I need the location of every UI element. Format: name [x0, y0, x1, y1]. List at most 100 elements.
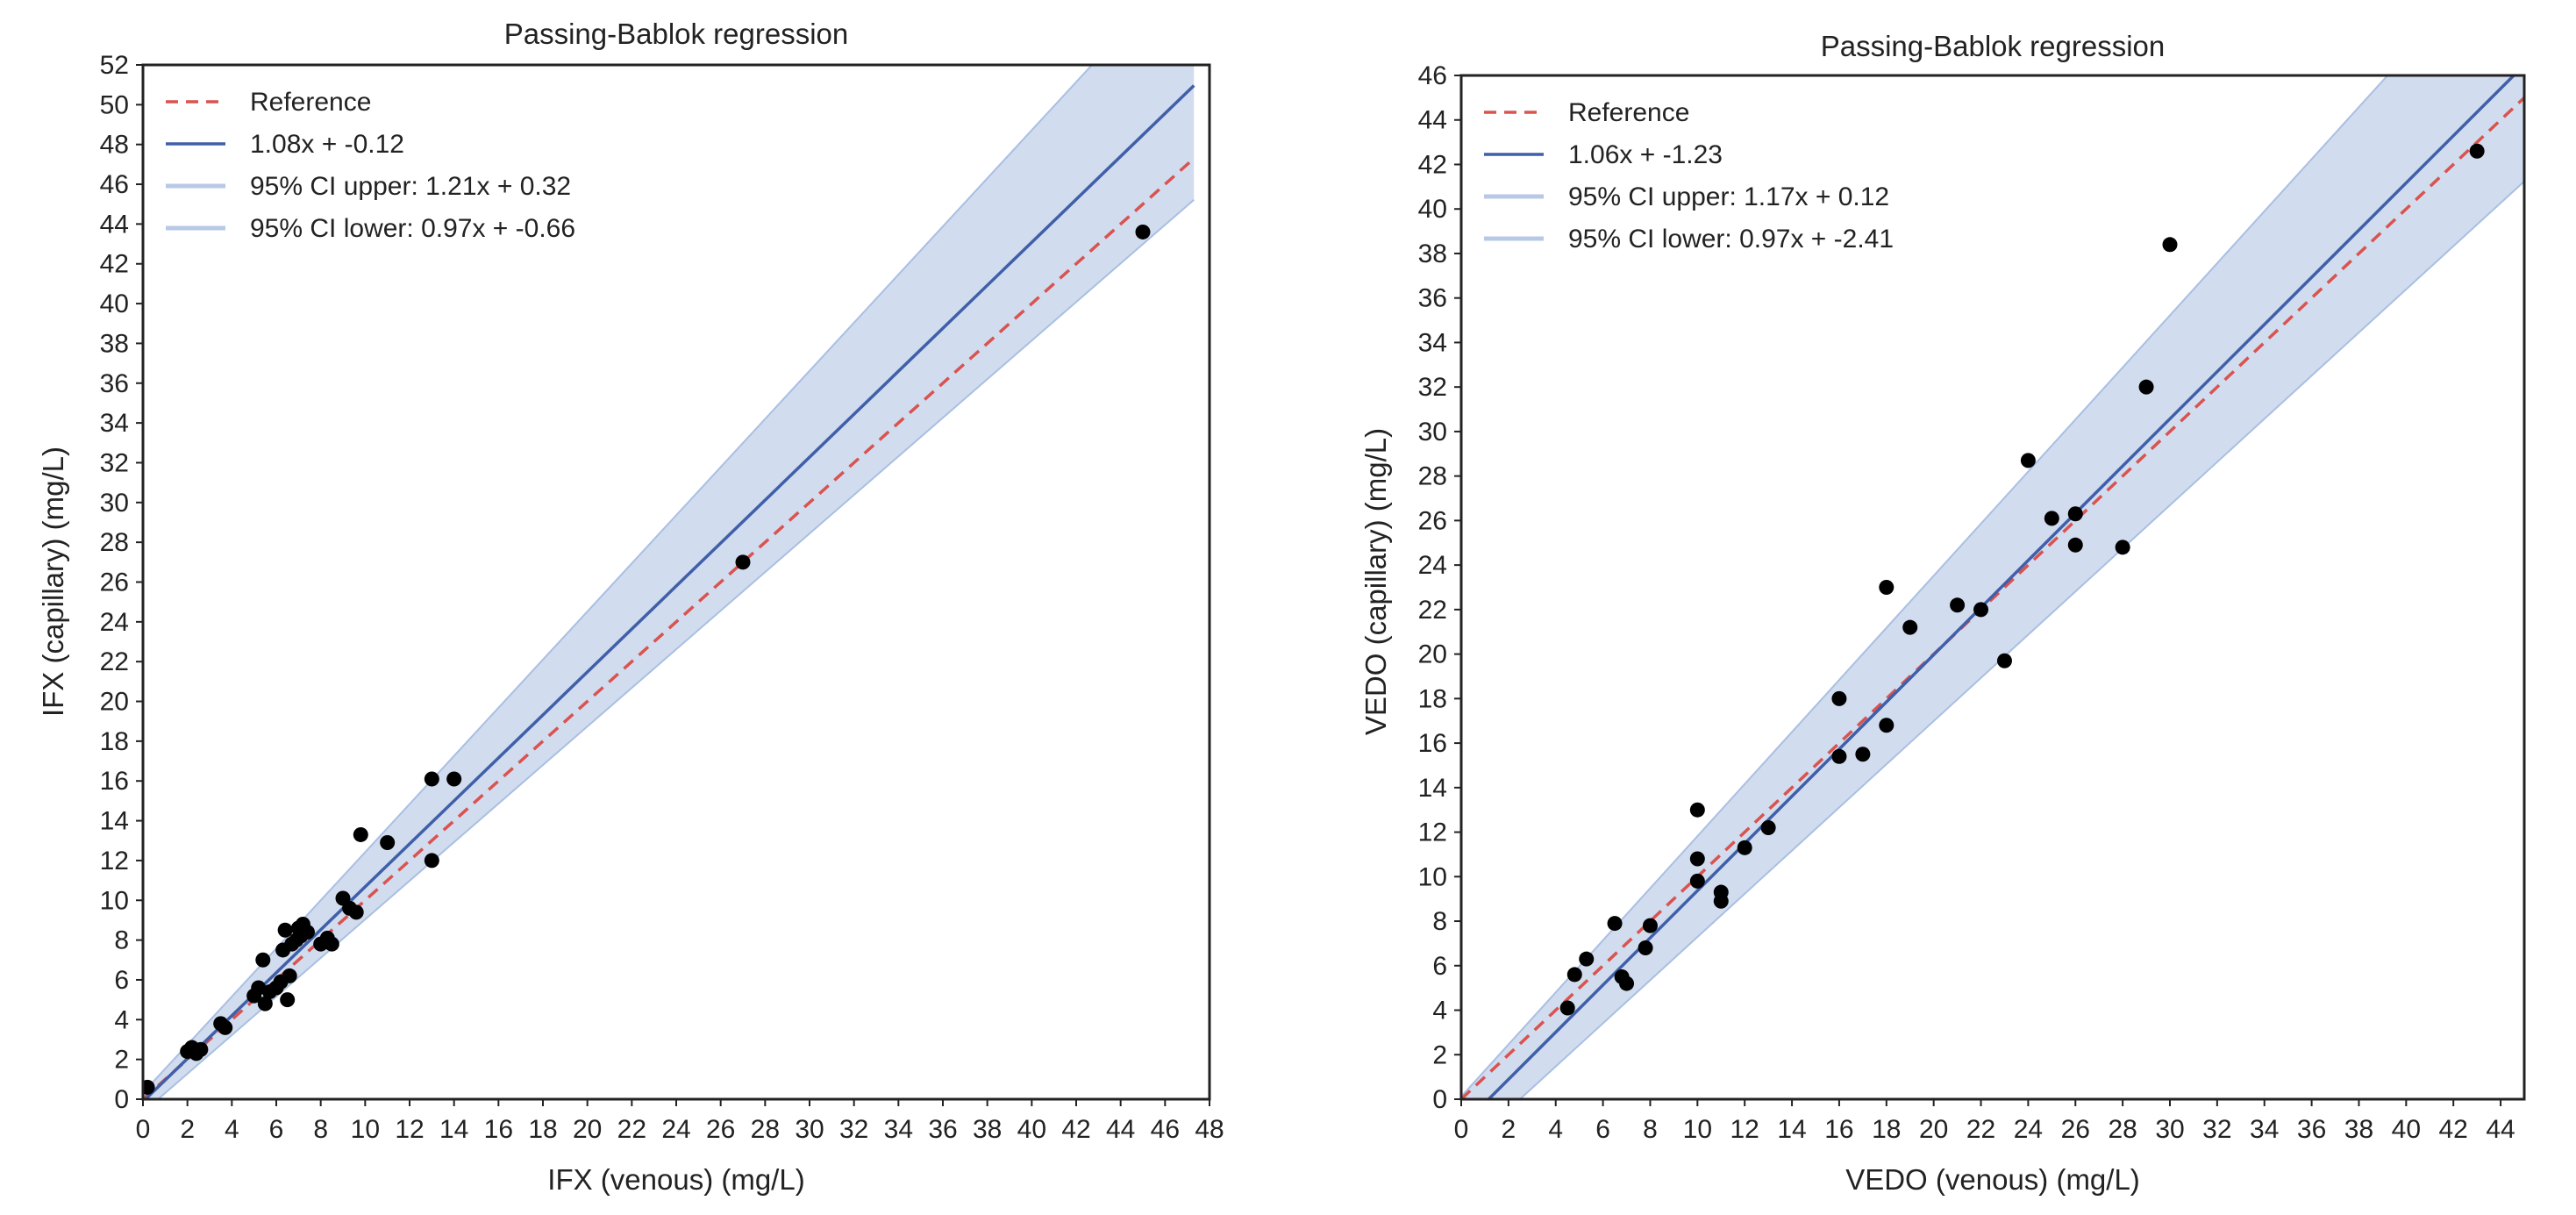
x-tick-label: 14 — [439, 1115, 468, 1144]
y-tick-label: 30 — [100, 489, 129, 518]
y-tick-label: 14 — [1418, 774, 1447, 803]
regression-lines-layer — [143, 84, 1195, 1099]
data-point — [193, 1041, 209, 1057]
y-tick-label: 4 — [1432, 997, 1447, 1026]
legend-label: 95% CI lower: 0.97x + -0.66 — [250, 214, 575, 243]
x-tick-label: 32 — [2202, 1115, 2231, 1144]
data-point — [735, 554, 751, 570]
data-point — [2044, 511, 2059, 526]
legend-label: 95% CI upper: 1.17x + 0.12 — [1568, 182, 1889, 211]
x-tick-label: 10 — [1683, 1115, 1712, 1144]
y-tick-label: 28 — [1418, 462, 1447, 491]
data-point — [1689, 851, 1705, 867]
data-point — [1902, 619, 1918, 635]
x-tick-label: 28 — [2108, 1115, 2137, 1144]
data-point — [2020, 453, 2036, 468]
x-tick-label: 42 — [1061, 1115, 1090, 1144]
y-tick-label: 22 — [1418, 596, 1447, 625]
data-point — [2162, 237, 2178, 253]
legend-item: 95% CI lower: 0.97x + -0.66 — [166, 214, 575, 243]
x-tick-label: 12 — [395, 1115, 424, 1144]
x-tick-label: 42 — [2439, 1115, 2468, 1144]
y-tick-label: 48 — [100, 131, 129, 160]
ci-band-layer — [143, 65, 1195, 1099]
legend-label: 1.08x + -0.12 — [250, 130, 404, 159]
data-point — [1607, 916, 1623, 932]
data-point — [1831, 690, 1847, 706]
y-tick-label: 50 — [100, 90, 129, 119]
data-point — [446, 771, 462, 787]
x-tick-label: 14 — [1777, 1115, 1806, 1144]
legend-label: 95% CI lower: 0.97x + -2.41 — [1568, 225, 1894, 254]
x-tick-label: 40 — [1017, 1115, 1046, 1144]
data-point — [1619, 976, 1635, 991]
ci-lower-line — [156, 198, 1195, 1099]
data-point — [1713, 893, 1729, 909]
x-tick-label: 38 — [2344, 1115, 2373, 1144]
data-point — [1135, 224, 1151, 239]
data-point — [143, 1079, 155, 1095]
x-tick-label: 6 — [269, 1115, 284, 1144]
x-tick-label: 4 — [225, 1115, 239, 1144]
legend-label: Reference — [250, 88, 371, 117]
y-tick-label: 42 — [100, 250, 129, 279]
data-point — [1638, 940, 1653, 955]
x-tick-label: 0 — [1454, 1115, 1469, 1144]
x-tick-label: 46 — [1151, 1115, 1180, 1144]
x-axis-ticks: 0 2 4 6 8 10 12 14 16 18 20 22 24 26 28 30 32 34 36 38 40 42 4… — [1454, 1099, 2515, 1144]
y-tick-label: 38 — [100, 329, 129, 358]
x-axis-ticks: 0 2 4 6 8 10 12 14 16 18 20 22 24 26 28 30 32 34 36 38 40 42 4… — [136, 1099, 1224, 1144]
data-point — [1642, 918, 1658, 933]
y-tick-label: 24 — [1418, 551, 1447, 580]
y-tick-label: 38 — [1418, 239, 1447, 268]
data-points-layer — [1559, 143, 2485, 1016]
y-tick-label: 34 — [100, 409, 129, 438]
x-tick-label: 8 — [313, 1115, 328, 1144]
data-point — [2469, 143, 2485, 159]
y-tick-label: 26 — [100, 568, 129, 597]
data-point — [324, 936, 339, 952]
x-tick-label: 44 — [2486, 1115, 2515, 1144]
y-tick-label: 16 — [1418, 729, 1447, 758]
x-tick-label: 22 — [1966, 1115, 1995, 1144]
legend-item: Reference — [166, 88, 371, 117]
data-point — [282, 968, 297, 983]
y-tick-label: 0 — [114, 1085, 129, 1114]
y-tick-label: 32 — [1418, 373, 1447, 402]
chart-title: Passing-Bablok regression — [1821, 30, 2166, 62]
legend-item: 1.06x + -1.23 — [1484, 140, 1723, 169]
y-axis-ticks: 0246810121416182022242628303234363840424… — [1418, 61, 1461, 1114]
y-tick-label: 20 — [1418, 640, 1447, 669]
x-tick-label: 36 — [2297, 1115, 2326, 1144]
data-point — [1879, 718, 1895, 733]
x-tick-label: 44 — [1106, 1115, 1135, 1144]
data-point — [255, 952, 271, 968]
x-tick-label: 2 — [1502, 1115, 1516, 1144]
fit-line — [143, 84, 1195, 1099]
x-tick-label: 34 — [884, 1115, 913, 1144]
x-tick-label: 20 — [1919, 1115, 1948, 1144]
x-tick-label: 28 — [751, 1115, 780, 1144]
ci-upper-line — [143, 65, 1094, 1094]
y-tick-label: 10 — [1418, 862, 1447, 891]
y-tick-label: 2 — [114, 1046, 129, 1075]
x-tick-label: 0 — [136, 1115, 151, 1144]
y-tick-label: 40 — [100, 289, 129, 318]
x-tick-label: 26 — [2061, 1115, 2090, 1144]
ci-upper-line — [1461, 75, 2389, 1097]
y-tick-label: 6 — [1432, 952, 1447, 981]
x-tick-label: 40 — [2392, 1115, 2421, 1144]
data-point — [218, 1019, 233, 1035]
y-tick-label: 40 — [1418, 195, 1447, 224]
x-tick-label: 16 — [484, 1115, 513, 1144]
data-point — [1973, 602, 1989, 618]
data-point — [1689, 802, 1705, 818]
y-tick-label: 18 — [100, 727, 129, 756]
data-point — [1831, 748, 1847, 764]
legend: Reference 1.06x + -1.23 95% CI upper: 1.17… — [1484, 98, 1894, 254]
plot-frame — [1459, 74, 2526, 1101]
data-point — [2138, 379, 2154, 395]
data-point — [280, 992, 296, 1008]
vedo-regression-chart: Passing-Bablok regression 0 2 4 6 8 10 12 14 16 1… — [1359, 30, 2526, 1196]
